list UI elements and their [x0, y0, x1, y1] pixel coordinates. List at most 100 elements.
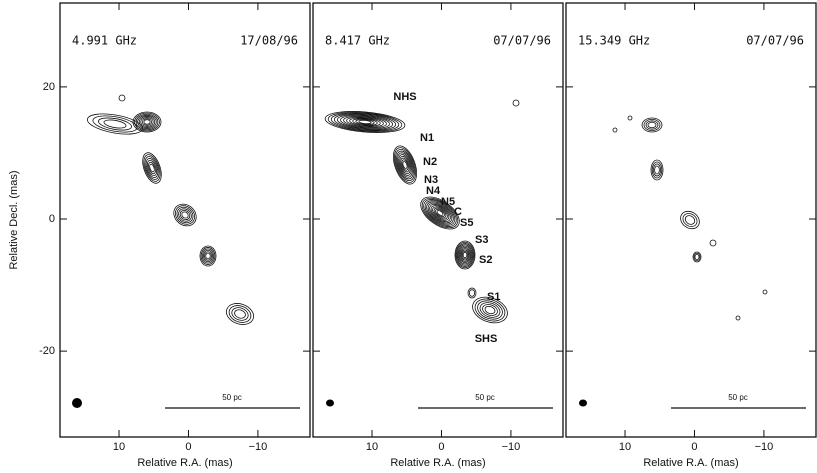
scale-bar-label: 50 pc [222, 393, 242, 402]
contour [654, 165, 660, 175]
contour [762, 289, 768, 295]
x-tick-label: 10 [619, 441, 631, 453]
contour [692, 251, 702, 263]
contour [226, 303, 254, 325]
x-tick-label: −10 [755, 441, 774, 453]
contour [397, 152, 413, 178]
contour [477, 300, 503, 320]
x-axis-label: Relative R.A. (mas) [390, 457, 485, 469]
annotation: C [454, 206, 462, 218]
contour [203, 249, 213, 263]
contour [228, 305, 252, 323]
contour [653, 163, 662, 177]
contour [647, 121, 657, 129]
contour [458, 245, 472, 265]
contour [392, 145, 418, 185]
contour [426, 201, 454, 225]
contour [143, 154, 161, 182]
contour [693, 252, 701, 262]
contour [234, 309, 246, 319]
contour [142, 152, 162, 184]
panel-date: 07/07/96 [746, 34, 804, 48]
contour [176, 206, 194, 224]
contour [179, 209, 191, 221]
x-axis-label: Relative R.A. (mas) [643, 457, 738, 469]
contour [709, 239, 717, 247]
contour [327, 111, 403, 133]
contour [181, 211, 189, 219]
contour [684, 215, 696, 225]
contour [346, 116, 384, 128]
contour [694, 254, 700, 260]
contour [735, 315, 741, 321]
contour [421, 197, 459, 229]
annotation: S3 [475, 234, 488, 246]
annotation: S1 [487, 291, 500, 303]
beam [326, 399, 334, 407]
x-tick-label: 10 [113, 441, 125, 453]
contour [118, 94, 126, 102]
contour [134, 112, 160, 132]
contour [205, 252, 211, 260]
contour [398, 154, 412, 176]
contour [472, 296, 508, 324]
contour [435, 208, 445, 218]
x-tick-label: 10 [366, 441, 378, 453]
contour [135, 113, 159, 131]
scale-bar-label: 50 pc [728, 393, 748, 402]
y-axis-label: Relative Decl. (mas) [8, 170, 20, 269]
contour [145, 158, 159, 178]
panel-frequency: 15.349 GHz [578, 34, 650, 48]
contour [199, 245, 217, 267]
contour [474, 298, 506, 322]
contour [682, 213, 698, 227]
contour [650, 159, 664, 181]
contour [461, 250, 469, 260]
contour [460, 249, 470, 261]
x-axis-label: Relative R.A. (mas) [137, 457, 232, 469]
annotation: N2 [423, 156, 437, 168]
annotation: N1 [420, 132, 434, 144]
contour [358, 119, 372, 125]
contour [333, 113, 397, 131]
contour [641, 117, 663, 133]
contour [340, 115, 390, 129]
x-tick-label: 0 [691, 441, 697, 453]
contour [98, 117, 132, 131]
panel-frame [59, 2, 311, 438]
contour [146, 159, 158, 177]
contour [512, 99, 520, 107]
contour [143, 119, 151, 125]
contour [482, 304, 498, 316]
contour [401, 159, 409, 171]
contour [484, 305, 496, 315]
contour [140, 117, 154, 127]
contour [645, 120, 659, 130]
contour [200, 247, 216, 265]
contour [141, 118, 153, 126]
x-tick-label: −10 [249, 441, 268, 453]
panel-frame [312, 2, 564, 438]
contour [86, 113, 144, 135]
panel-frequency: 4.991 GHz [72, 34, 137, 48]
beam [579, 399, 587, 407]
contour [174, 205, 196, 225]
contour [430, 205, 450, 221]
contour [399, 155, 411, 175]
component-labels: NHS N1 N2 N3 N4 N5 C S5 S3 S2 S1 SHS [393, 91, 500, 345]
contour [149, 163, 155, 173]
contour [173, 203, 197, 227]
panel-date: 07/07/96 [493, 34, 551, 48]
contour [352, 118, 378, 126]
panel: 50 pc 8.417 GHz 07/07/96 Relative R.A. (mas… [312, 2, 564, 469]
contour [148, 161, 156, 175]
annotation: S2 [479, 254, 492, 266]
x-tick-label: 0 [185, 441, 191, 453]
panel-date: 17/08/96 [240, 34, 298, 48]
annotation: SHS [475, 333, 498, 345]
contour [396, 150, 414, 180]
annotation: N5 [441, 196, 455, 208]
contour [132, 111, 162, 133]
contour [468, 289, 476, 297]
contour [330, 112, 400, 132]
